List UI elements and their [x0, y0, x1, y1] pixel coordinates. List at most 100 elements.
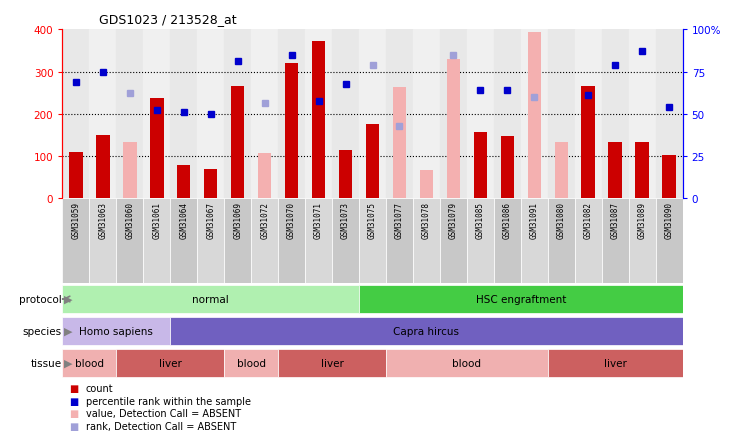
Bar [204, 169, 217, 198]
Text: tissue: tissue [31, 358, 62, 368]
Bar [440, 30, 467, 198]
Bar [170, 317, 683, 345]
Bar [278, 349, 386, 378]
Text: GSM31064: GSM31064 [179, 201, 188, 238]
Bar [501, 136, 514, 198]
Bar [251, 198, 278, 283]
Text: GSM31078: GSM31078 [422, 201, 431, 238]
Bar [143, 198, 170, 283]
Bar [467, 30, 494, 198]
Bar [224, 349, 278, 378]
Bar [636, 143, 649, 198]
Bar [116, 349, 224, 378]
Text: ▶: ▶ [64, 358, 73, 368]
Text: liver: liver [321, 358, 344, 368]
Bar [420, 171, 433, 198]
Text: ▶: ▶ [64, 326, 73, 336]
Bar [332, 30, 359, 198]
Bar [224, 198, 251, 283]
Text: GSM31071: GSM31071 [314, 201, 323, 238]
Text: GSM31061: GSM31061 [152, 201, 161, 238]
Bar [116, 30, 143, 198]
Bar [62, 349, 116, 378]
Text: GSM31069: GSM31069 [233, 201, 242, 238]
Bar [548, 198, 575, 283]
Bar [629, 198, 655, 283]
Bar [305, 30, 332, 198]
Bar [278, 198, 305, 283]
Text: blood: blood [75, 358, 103, 368]
Bar [366, 125, 379, 198]
Text: GSM31073: GSM31073 [341, 201, 350, 238]
Bar [285, 64, 298, 198]
Bar [170, 30, 197, 198]
Bar [473, 132, 487, 198]
Text: GSM31072: GSM31072 [260, 201, 269, 238]
Text: GDS1023 / 213528_at: GDS1023 / 213528_at [99, 13, 236, 26]
Bar [521, 198, 548, 283]
Text: ■: ■ [70, 408, 82, 418]
Bar [305, 198, 332, 283]
Text: GSM31077: GSM31077 [395, 201, 404, 238]
Bar [170, 198, 197, 283]
Text: normal: normal [192, 294, 229, 304]
Text: Homo sapiens: Homo sapiens [79, 326, 153, 336]
Bar [359, 198, 386, 283]
Text: rank, Detection Call = ABSENT: rank, Detection Call = ABSENT [86, 421, 236, 431]
Bar [447, 60, 460, 198]
Text: protocol: protocol [19, 294, 62, 304]
Text: GSM31070: GSM31070 [287, 201, 296, 238]
Bar [554, 143, 568, 198]
Bar [548, 30, 575, 198]
Bar [62, 317, 170, 345]
Text: GSM31059: GSM31059 [71, 201, 81, 238]
Bar [581, 87, 595, 198]
Bar [413, 198, 440, 283]
Text: liver: liver [159, 358, 182, 368]
Bar [177, 166, 191, 198]
Bar [62, 30, 90, 198]
Bar [62, 198, 90, 283]
Text: ■: ■ [70, 384, 82, 394]
Text: GSM31089: GSM31089 [638, 201, 647, 238]
Text: GSM31060: GSM31060 [126, 201, 134, 238]
Text: GSM31090: GSM31090 [664, 201, 674, 238]
Bar [231, 87, 244, 198]
Text: GSM31075: GSM31075 [368, 201, 377, 238]
Text: blood: blood [236, 358, 266, 368]
Bar [386, 349, 548, 378]
Text: value, Detection Call = ABSENT: value, Detection Call = ABSENT [86, 408, 241, 418]
Text: liver: liver [604, 358, 627, 368]
Text: GSM31087: GSM31087 [611, 201, 619, 238]
Text: species: species [23, 326, 62, 336]
Bar [143, 30, 170, 198]
Bar [197, 30, 224, 198]
Bar [575, 198, 602, 283]
Text: GSM31063: GSM31063 [98, 201, 107, 238]
Text: ■: ■ [70, 421, 82, 431]
Bar [332, 198, 359, 283]
Text: ▶: ▶ [64, 294, 73, 304]
Text: GSM31067: GSM31067 [206, 201, 215, 238]
Bar [312, 42, 325, 198]
Bar [251, 30, 278, 198]
Bar [413, 30, 440, 198]
Bar [602, 30, 629, 198]
Bar [629, 30, 655, 198]
Bar [258, 154, 272, 198]
Bar [575, 30, 602, 198]
Bar [386, 30, 413, 198]
Text: GSM31091: GSM31091 [530, 201, 539, 238]
Bar [440, 198, 467, 283]
Text: blood: blood [452, 358, 482, 368]
Text: GSM31086: GSM31086 [503, 201, 512, 238]
Bar [116, 198, 143, 283]
Bar [359, 285, 683, 314]
Bar [602, 198, 629, 283]
Bar [224, 30, 251, 198]
Bar [467, 198, 494, 283]
Bar [494, 198, 521, 283]
Text: GSM31082: GSM31082 [584, 201, 593, 238]
Bar [123, 143, 137, 198]
Bar [521, 30, 548, 198]
